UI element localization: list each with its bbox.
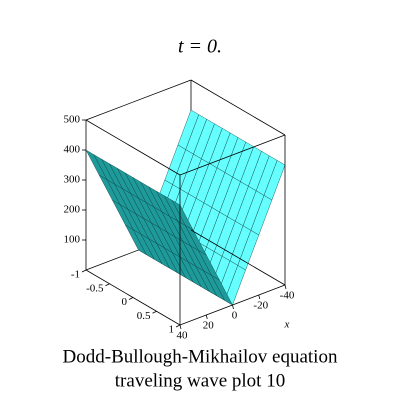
z-tick-label: 300 (64, 174, 81, 186)
box-edge (85, 79, 192, 121)
caption: Dodd-Bullough-Mikhailov equation (63, 346, 338, 367)
y-tick (105, 283, 110, 287)
z-tick-label: 200 (64, 204, 81, 216)
x-tick (205, 314, 208, 320)
box-edge (190, 79, 286, 136)
x-tick (179, 324, 182, 330)
x-axis-label: x (284, 319, 290, 331)
x-tick-label: -20 (253, 300, 268, 312)
x-tick (258, 294, 261, 300)
y-tick (128, 297, 134, 300)
x-tick-label: 0 (232, 310, 238, 322)
caption: traveling wave plot 10 (115, 370, 285, 391)
box-edge (85, 119, 181, 176)
y-tick-label: -1 (71, 269, 80, 281)
y-tick-label: 0.5 (137, 310, 151, 322)
y-tick-label: -0.5 (86, 282, 104, 294)
z-tick-label: 500 (64, 114, 81, 126)
x-tick-label: 20 (203, 320, 215, 332)
x-tick-label: 40 (177, 330, 189, 342)
y-tick (175, 324, 181, 328)
box-edge (190, 229, 286, 286)
x-tick-label: -40 (280, 290, 295, 302)
z-tick-label: 100 (64, 234, 81, 246)
chart-title: t = 0. (178, 36, 222, 58)
y-tick-label: 1 (169, 324, 175, 336)
box-edge (179, 134, 286, 176)
y-tick (152, 310, 157, 314)
z-tick-label: 400 (64, 144, 81, 156)
x-tick (284, 284, 287, 290)
x-tick (232, 304, 234, 310)
y-tick-label: 0 (122, 296, 128, 308)
y-tick (81, 269, 87, 273)
